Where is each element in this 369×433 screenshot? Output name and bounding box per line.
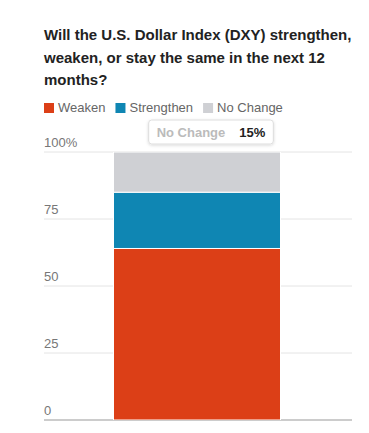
legend-label: Weaken — [58, 100, 105, 115]
bar-segment — [114, 192, 281, 248]
data-label: 15% — [239, 125, 265, 140]
legend-swatch — [203, 103, 213, 113]
legend-swatch — [115, 103, 125, 113]
tooltip-name: No Change — [157, 125, 226, 140]
bar-segment — [114, 248, 281, 420]
legend-swatch — [44, 103, 54, 113]
tick-label: 0 — [44, 403, 51, 418]
tick-label: 25 — [44, 336, 58, 351]
tick-label: 50 — [44, 269, 58, 284]
title-line: Will the U.S. Dollar Index (DXY) strengt… — [44, 26, 351, 43]
tick-label: 100% — [44, 135, 78, 150]
tick-label: 75 — [44, 202, 58, 217]
title-line: months? — [44, 71, 107, 88]
chart: Will the U.S. Dollar Index (DXY) strengt… — [0, 0, 369, 433]
tooltip: No Change 15% — [149, 120, 274, 144]
bars — [114, 152, 281, 420]
legend-label: Strengthen — [129, 100, 193, 115]
legend-label: No Change — [217, 100, 283, 115]
bar-segment — [114, 152, 281, 192]
title: Will the U.S. Dollar Index (DXY) strengt… — [43, 26, 351, 88]
title-line: weaken, or stay the same in the next 12 — [43, 49, 325, 66]
tooltip-box — [149, 120, 274, 144]
